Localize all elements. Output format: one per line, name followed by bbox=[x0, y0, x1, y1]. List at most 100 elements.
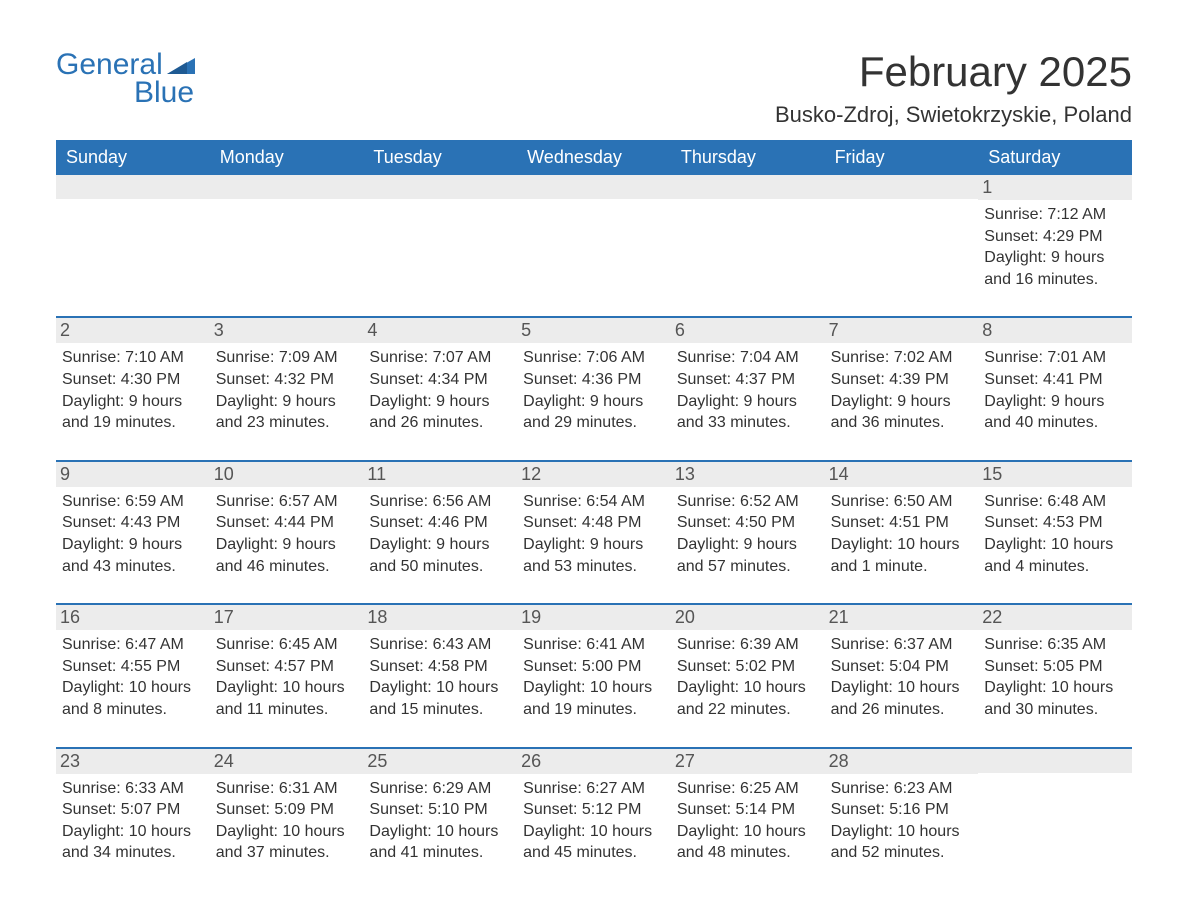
sunset-text: Sunset: 5:04 PM bbox=[831, 656, 969, 678]
weekday-header: Monday bbox=[210, 140, 364, 175]
sunrise-text: Sunrise: 6:33 AM bbox=[62, 778, 200, 800]
sunrise-text: Sunrise: 7:06 AM bbox=[523, 347, 661, 369]
daylight-text: Daylight: 10 hours bbox=[984, 534, 1122, 556]
calendar-day: 18Sunrise: 6:43 AMSunset: 4:58 PMDayligh… bbox=[363, 605, 517, 726]
weeks-container: 1Sunrise: 7:12 AMSunset: 4:29 PMDaylight… bbox=[56, 175, 1132, 870]
day-number: 8 bbox=[978, 318, 1132, 343]
sunset-text: Sunset: 4:51 PM bbox=[831, 512, 969, 534]
weekday-header: Wednesday bbox=[517, 140, 671, 175]
daylight-text: Daylight: 9 hours bbox=[831, 391, 969, 413]
day-number: 21 bbox=[825, 605, 979, 630]
calendar-day: 6Sunrise: 7:04 AMSunset: 4:37 PMDaylight… bbox=[671, 318, 825, 439]
day-number: 25 bbox=[363, 749, 517, 774]
sunrise-text: Sunrise: 6:35 AM bbox=[984, 634, 1122, 656]
daylight-text: and 19 minutes. bbox=[523, 699, 661, 721]
calendar-week: 2Sunrise: 7:10 AMSunset: 4:30 PMDaylight… bbox=[56, 316, 1132, 439]
day-number: 3 bbox=[210, 318, 364, 343]
day-number: 6 bbox=[671, 318, 825, 343]
calendar-day: 21Sunrise: 6:37 AMSunset: 5:04 PMDayligh… bbox=[825, 605, 979, 726]
flag-icon bbox=[167, 48, 195, 68]
day-number: 20 bbox=[671, 605, 825, 630]
daylight-text: Daylight: 10 hours bbox=[62, 677, 200, 699]
calendar-day: 4Sunrise: 7:07 AMSunset: 4:34 PMDaylight… bbox=[363, 318, 517, 439]
daylight-text: Daylight: 9 hours bbox=[523, 391, 661, 413]
sunrise-text: Sunrise: 6:31 AM bbox=[216, 778, 354, 800]
daylight-text: Daylight: 9 hours bbox=[216, 534, 354, 556]
calendar-day: 2Sunrise: 7:10 AMSunset: 4:30 PMDaylight… bbox=[56, 318, 210, 439]
day-number: 10 bbox=[210, 462, 364, 487]
weekday-header: Saturday bbox=[978, 140, 1132, 175]
daylight-text: and 23 minutes. bbox=[216, 412, 354, 434]
calendar-day: 16 Sunrise: 6:47 AMSunset: 4:55 PMDayligh… bbox=[56, 605, 210, 726]
daylight-text: Daylight: 10 hours bbox=[831, 821, 969, 843]
sunrise-text: Sunrise: 7:07 AM bbox=[369, 347, 507, 369]
day-number bbox=[56, 175, 210, 199]
sunset-text: Sunset: 4:57 PM bbox=[216, 656, 354, 678]
calendar-day: 15Sunrise: 6:48 AMSunset: 4:53 PMDayligh… bbox=[978, 462, 1132, 583]
sunset-text: Sunset: 4:50 PM bbox=[677, 512, 815, 534]
sunset-text: Sunset: 5:00 PM bbox=[523, 656, 661, 678]
weekday-header: Thursday bbox=[671, 140, 825, 175]
day-number bbox=[671, 175, 825, 199]
day-number: 7 bbox=[825, 318, 979, 343]
sunset-text: Sunset: 4:41 PM bbox=[984, 369, 1122, 391]
daylight-text: Daylight: 9 hours bbox=[984, 391, 1122, 413]
daylight-text: and 43 minutes. bbox=[62, 556, 200, 578]
daylight-text: and 11 minutes. bbox=[216, 699, 354, 721]
sunrise-text: Sunrise: 6:41 AM bbox=[523, 634, 661, 656]
daylight-text: Daylight: 9 hours bbox=[523, 534, 661, 556]
daylight-text: and 40 minutes. bbox=[984, 412, 1122, 434]
sunrise-text: Sunrise: 6:56 AM bbox=[369, 491, 507, 513]
calendar-day: 13 Sunrise: 6:52 AMSunset: 4:50 PMDayligh… bbox=[671, 462, 825, 583]
sunrise-text: Sunrise: 6:47 AM bbox=[62, 634, 200, 656]
sunrise-text: Sunrise: 7:01 AM bbox=[984, 347, 1122, 369]
day-number bbox=[517, 175, 671, 199]
daylight-text: and 36 minutes. bbox=[831, 412, 969, 434]
day-number: 2 bbox=[56, 318, 210, 343]
daylight-text: and 37 minutes. bbox=[216, 842, 354, 864]
daylight-text: Daylight: 10 hours bbox=[369, 821, 507, 843]
daylight-text: and 53 minutes. bbox=[523, 556, 661, 578]
daylight-text: Daylight: 10 hours bbox=[831, 534, 969, 556]
sunrise-text: Sunrise: 6:52 AM bbox=[677, 491, 815, 513]
day-number: 14 bbox=[825, 462, 979, 487]
sunset-text: Sunset: 4:32 PM bbox=[216, 369, 354, 391]
daylight-text: Daylight: 10 hours bbox=[369, 677, 507, 699]
daylight-text: and 50 minutes. bbox=[369, 556, 507, 578]
daylight-text: Daylight: 10 hours bbox=[216, 677, 354, 699]
day-number: 16 bbox=[56, 605, 210, 630]
day-number: 4 bbox=[363, 318, 517, 343]
calendar: Sunday Monday Tuesday Wednesday Thursday… bbox=[56, 140, 1132, 870]
day-number bbox=[825, 175, 979, 199]
day-number: 19 bbox=[517, 605, 671, 630]
day-number: 5 bbox=[517, 318, 671, 343]
sunset-text: Sunset: 4:46 PM bbox=[369, 512, 507, 534]
daylight-text: and 45 minutes. bbox=[523, 842, 661, 864]
daylight-text: and 16 minutes. bbox=[984, 269, 1122, 291]
daylight-text: Daylight: 9 hours bbox=[62, 391, 200, 413]
logo-text-2: Blue bbox=[134, 76, 195, 110]
sunrise-text: Sunrise: 6:23 AM bbox=[831, 778, 969, 800]
daylight-text: Daylight: 10 hours bbox=[523, 821, 661, 843]
daylight-text: and 57 minutes. bbox=[677, 556, 815, 578]
sunset-text: Sunset: 4:55 PM bbox=[62, 656, 200, 678]
daylight-text: Daylight: 9 hours bbox=[677, 534, 815, 556]
day-number: 1 bbox=[978, 175, 1132, 200]
calendar-week: 1Sunrise: 7:12 AMSunset: 4:29 PMDaylight… bbox=[56, 175, 1132, 296]
calendar-day bbox=[517, 175, 671, 296]
logo: General Blue bbox=[56, 48, 195, 110]
daylight-text: and 29 minutes. bbox=[523, 412, 661, 434]
calendar-day bbox=[210, 175, 364, 296]
sunset-text: Sunset: 4:39 PM bbox=[831, 369, 969, 391]
daylight-text: and 26 minutes. bbox=[369, 412, 507, 434]
day-number: 13 bbox=[671, 462, 825, 487]
sunrise-text: Sunrise: 6:57 AM bbox=[216, 491, 354, 513]
daylight-text: Daylight: 10 hours bbox=[677, 677, 815, 699]
sunset-text: Sunset: 5:14 PM bbox=[677, 799, 815, 821]
sunset-text: Sunset: 5:12 PM bbox=[523, 799, 661, 821]
weekday-header-row: Sunday Monday Tuesday Wednesday Thursday… bbox=[56, 140, 1132, 175]
calendar-day bbox=[978, 749, 1132, 870]
daylight-text: and 48 minutes. bbox=[677, 842, 815, 864]
daylight-text: and 26 minutes. bbox=[831, 699, 969, 721]
calendar-day: 28Sunrise: 6:23 AMSunset: 5:16 PMDayligh… bbox=[825, 749, 979, 870]
